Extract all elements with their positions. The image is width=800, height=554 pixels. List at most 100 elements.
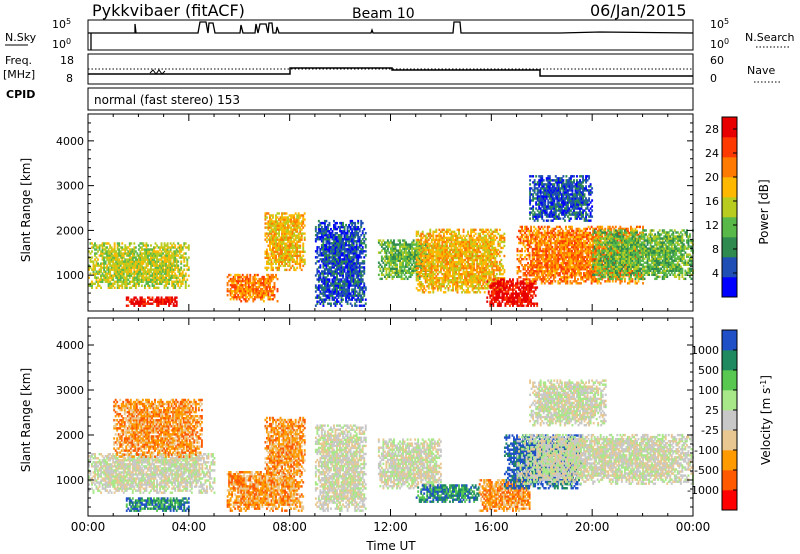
echo-cell bbox=[107, 256, 110, 259]
echo-cell bbox=[459, 262, 462, 266]
echo-cell bbox=[127, 252, 130, 255]
echo-cell bbox=[467, 260, 470, 264]
echo-cell bbox=[150, 266, 152, 269]
echo-cell bbox=[348, 284, 351, 287]
echo-cell bbox=[282, 218, 285, 221]
echo-cell bbox=[122, 282, 125, 285]
echo-cell bbox=[128, 276, 131, 279]
echo-cell bbox=[228, 289, 231, 293]
echo-cell bbox=[394, 267, 397, 270]
echo-cell bbox=[334, 260, 337, 263]
echo-cell bbox=[186, 268, 189, 271]
echo-cell bbox=[319, 276, 322, 279]
echo-cell bbox=[160, 276, 163, 279]
echo-cell bbox=[249, 289, 252, 293]
echo-cell bbox=[186, 260, 189, 263]
echo-cell bbox=[156, 274, 158, 277]
echo-cell bbox=[288, 240, 291, 243]
echo-cell bbox=[390, 267, 392, 270]
echo-cell bbox=[339, 284, 341, 287]
echo-cell bbox=[154, 266, 157, 269]
echo-cell bbox=[89, 258, 92, 261]
echo-cell bbox=[349, 246, 352, 249]
echo-cell bbox=[429, 283, 432, 286]
echo-cell bbox=[380, 277, 383, 281]
echo-cell bbox=[447, 281, 450, 284]
echo-cell bbox=[160, 296, 163, 299]
echo-cell bbox=[299, 222, 302, 225]
echo-cell bbox=[322, 280, 325, 283]
echo-cell bbox=[106, 274, 109, 277]
echo-cell bbox=[464, 258, 467, 262]
echo-cell bbox=[357, 219, 360, 223]
echo-cell bbox=[323, 268, 326, 271]
echo-cell bbox=[157, 252, 160, 255]
echo-cell bbox=[462, 246, 465, 250]
echo-cell bbox=[331, 292, 334, 295]
echo-cell bbox=[281, 236, 284, 239]
echo-cell bbox=[326, 256, 329, 259]
echo-cell bbox=[470, 278, 473, 282]
echo-cell bbox=[468, 240, 471, 244]
echo-cell bbox=[122, 278, 125, 281]
echo-cell bbox=[357, 298, 360, 301]
echo-cell bbox=[296, 226, 299, 229]
echo-cell bbox=[264, 283, 267, 287]
echo-cell bbox=[235, 287, 238, 291]
echo-cell bbox=[445, 260, 448, 264]
echo-cell bbox=[345, 300, 348, 303]
echo-cell bbox=[358, 298, 361, 301]
echo-cell bbox=[411, 243, 414, 246]
echo-cell bbox=[415, 245, 418, 248]
echo-cell bbox=[317, 266, 320, 269]
echo-cell bbox=[264, 222, 267, 225]
echo-cell bbox=[455, 238, 457, 242]
echo-cell bbox=[153, 248, 155, 251]
echo-cell bbox=[358, 274, 361, 277]
echo-cell bbox=[345, 292, 348, 295]
echo-cell bbox=[340, 284, 343, 287]
echo-cell bbox=[137, 302, 140, 305]
echo-cell bbox=[433, 266, 436, 270]
echo-cell bbox=[414, 249, 417, 252]
echo-cell bbox=[337, 300, 340, 303]
echo-cell bbox=[181, 280, 184, 283]
echo-cell bbox=[462, 258, 465, 262]
echo-cell bbox=[172, 260, 175, 263]
echo-cell bbox=[89, 252, 92, 255]
echo-cell bbox=[299, 266, 302, 270]
echo-cell bbox=[360, 225, 363, 229]
echo-cell bbox=[470, 234, 473, 238]
echo-cell bbox=[346, 225, 349, 229]
echo-cell bbox=[91, 242, 93, 245]
echo-cell bbox=[256, 273, 259, 277]
echo-cell bbox=[146, 272, 149, 275]
echo-cell bbox=[465, 248, 468, 252]
echo-cell bbox=[317, 288, 320, 291]
echo-cell bbox=[127, 274, 130, 277]
echo-cell bbox=[477, 276, 480, 280]
echo-cell bbox=[399, 251, 401, 254]
echo-cell bbox=[452, 278, 454, 282]
echo-cell bbox=[178, 250, 181, 253]
echo-cell bbox=[333, 288, 335, 291]
echo-cell bbox=[178, 246, 181, 249]
echo-cell bbox=[146, 248, 149, 251]
echo-cell bbox=[116, 280, 119, 283]
echo-cell bbox=[435, 285, 438, 288]
echo-cell bbox=[442, 228, 445, 232]
echo-cell bbox=[464, 250, 467, 254]
echo-cell bbox=[279, 220, 282, 223]
echo-cell bbox=[133, 284, 136, 287]
echo-cell bbox=[346, 300, 349, 303]
echo-cell bbox=[406, 243, 409, 246]
echo-cell bbox=[436, 258, 439, 262]
echo-cell bbox=[458, 254, 460, 258]
echo-cell bbox=[382, 243, 385, 246]
echo-cell bbox=[183, 274, 186, 277]
echo-cell bbox=[455, 270, 457, 274]
echo-cell bbox=[322, 238, 325, 241]
cpid-text: normal (fast stereo) 153 bbox=[94, 93, 240, 107]
echo-cell bbox=[429, 274, 432, 278]
echo-cell bbox=[452, 234, 454, 238]
